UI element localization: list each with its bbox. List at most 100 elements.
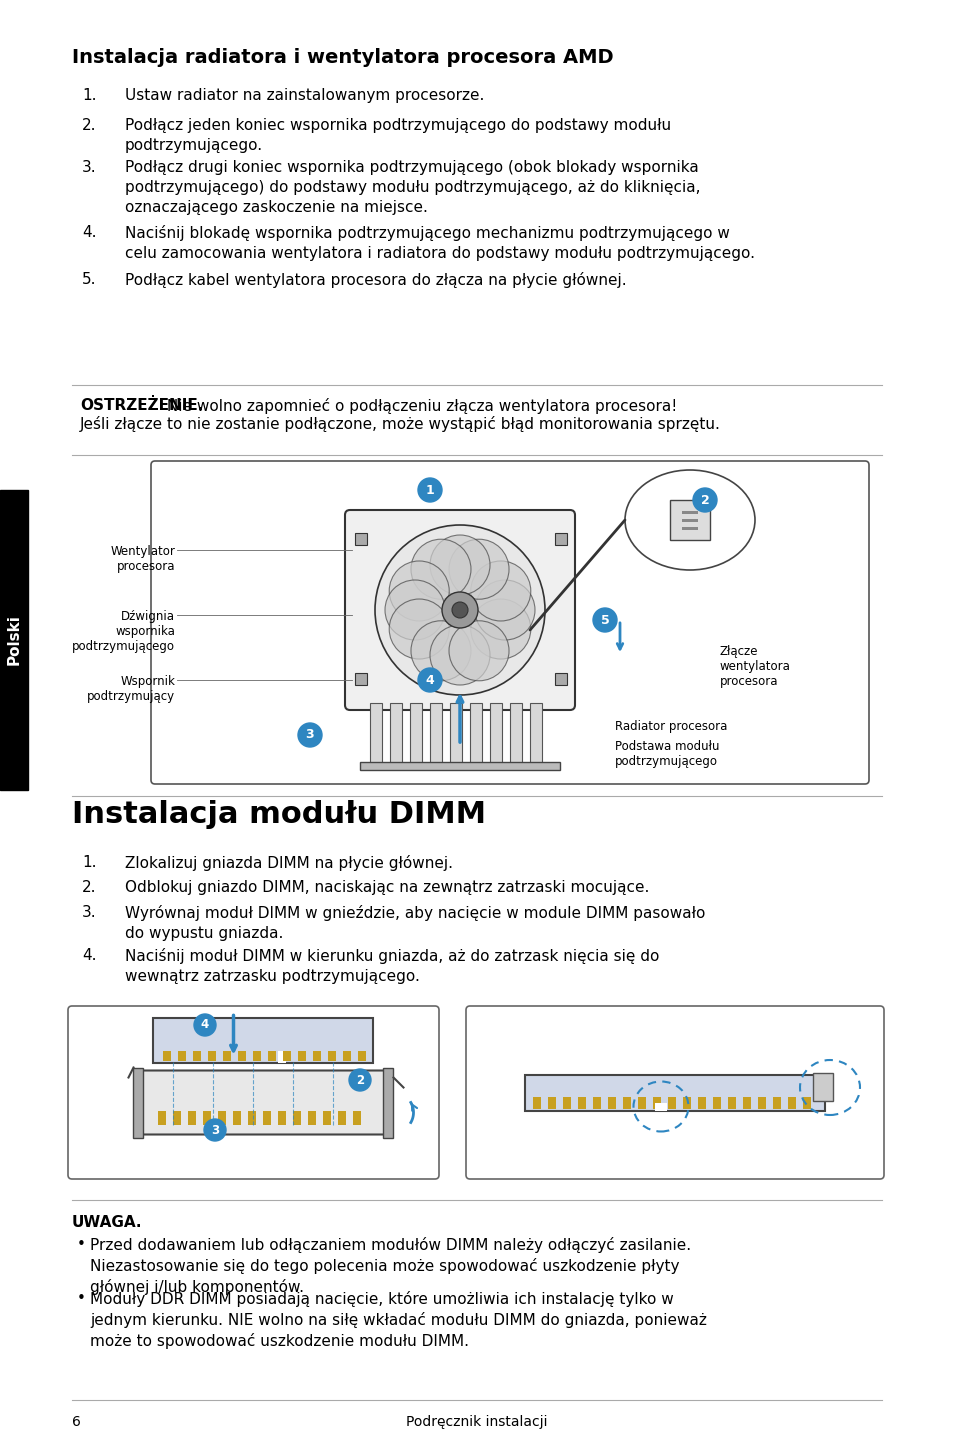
Bar [562, 1097, 571, 1109]
Text: Moduły DDR DIMM posiadają nacięcie, które umożliwia ich instalację tylko w
jedny: Moduły DDR DIMM posiadają nacięcie, któr… [90, 1291, 706, 1349]
Bar [278, 1051, 286, 1063]
Bar [355, 533, 367, 545]
Bar [533, 1097, 540, 1109]
Text: Podręcznik instalacji: Podręcznik instalacji [406, 1415, 547, 1429]
Bar [189, 1110, 196, 1125]
Text: 4: 4 [201, 1018, 209, 1031]
Text: 4: 4 [425, 673, 434, 686]
Bar [450, 703, 461, 765]
Text: Podstawa modułu
podtrzymującego: Podstawa modułu podtrzymującego [615, 741, 719, 768]
Ellipse shape [624, 470, 754, 569]
Bar [812, 1073, 832, 1100]
Text: 2.: 2. [82, 880, 96, 894]
Bar [294, 1110, 301, 1125]
Text: Przed dodawaniem lub odłączaniem modułów DIMM należy odłączyć zasilanie.
Niezast: Przed dodawaniem lub odłączaniem modułów… [90, 1237, 690, 1296]
Bar [593, 1097, 600, 1109]
Text: Wentylator
procesora: Wentylator procesora [110, 545, 174, 572]
Bar [390, 703, 401, 765]
Circle shape [389, 600, 449, 659]
Bar [343, 1051, 351, 1060]
Text: OSTRZEŻENIE.: OSTRZEŻENIE. [80, 398, 203, 413]
Bar [787, 1097, 795, 1109]
Bar [669, 500, 709, 541]
Bar [238, 1051, 246, 1060]
Bar [430, 703, 441, 765]
Bar [359, 762, 559, 769]
Text: Nie wolno zapomnieć o podłączeniu złącza wentylatora procesora!: Nie wolno zapomnieć o podłączeniu złącza… [162, 398, 677, 414]
Bar [758, 1097, 765, 1109]
Bar [355, 673, 367, 684]
Text: 5.: 5. [82, 272, 96, 288]
Bar [530, 703, 541, 765]
Text: Instalacja modułu DIMM: Instalacja modułu DIMM [71, 800, 486, 828]
Bar [203, 1110, 212, 1125]
Bar [681, 519, 698, 522]
Text: 3: 3 [211, 1123, 219, 1136]
Bar [209, 1051, 216, 1060]
Text: Jeśli złącze to nie zostanie podłączone, może wystąpić błąd monitorowania sprzęt: Jeśli złącze to nie zostanie podłączone,… [80, 416, 720, 431]
Bar [727, 1097, 735, 1109]
Text: 2.: 2. [82, 118, 96, 132]
Text: •: • [77, 1237, 86, 1252]
Text: Dźwignia
wspornika
podtrzymującego: Dźwignia wspornika podtrzymującego [71, 610, 174, 653]
Text: Naciśnij blokadę wspornika podtrzymującego mechanizmu podtrzymującego w
celu zam: Naciśnij blokadę wspornika podtrzymujące… [125, 224, 754, 260]
Text: 1: 1 [425, 483, 434, 496]
Circle shape [193, 1014, 215, 1035]
Bar [163, 1051, 172, 1060]
Text: Podłącz drugi koniec wspornika podtrzymującego (obok blokady wspornika
podtrzymu: Podłącz drugi koniec wspornika podtrzymu… [125, 160, 700, 214]
Bar [323, 1110, 331, 1125]
Text: 3.: 3. [82, 905, 96, 920]
Text: Naciśnij moduł DIMM w kierunku gniazda, aż do zatrzask nięcia się do
wewnątrz za: Naciśnij moduł DIMM w kierunku gniazda, … [125, 948, 659, 984]
FancyBboxPatch shape [68, 1007, 438, 1179]
Text: Zlokalizuj gniazda DIMM na płycie głównej.: Zlokalizuj gniazda DIMM na płycie główne… [125, 856, 453, 871]
Bar [578, 1097, 585, 1109]
Bar [370, 703, 381, 765]
Bar [712, 1097, 720, 1109]
Bar [0, 490, 28, 789]
Bar [268, 1051, 276, 1060]
Text: 1.: 1. [82, 856, 96, 870]
Bar [283, 1051, 292, 1060]
Text: 4.: 4. [82, 948, 96, 963]
Text: Podłącz jeden koniec wspornika podtrzymującego do podstawy modułu
podtrzymująceg: Podłącz jeden koniec wspornika podtrzymu… [125, 118, 670, 152]
Text: 3: 3 [305, 729, 314, 742]
FancyBboxPatch shape [141, 1070, 385, 1135]
Text: Odblokuj gniazdo DIMM, naciskając na zewnątrz zatrzaski mocujące.: Odblokuj gniazdo DIMM, naciskając na zew… [125, 880, 649, 894]
Circle shape [297, 723, 322, 746]
Bar [314, 1051, 321, 1060]
Bar [681, 510, 698, 513]
Circle shape [470, 600, 530, 659]
Polygon shape [133, 1067, 143, 1137]
Text: Złącze
wentylatora
procesora: Złącze wentylatora procesora [720, 646, 790, 687]
Bar [223, 1051, 232, 1060]
Bar [233, 1110, 241, 1125]
Bar [681, 526, 698, 531]
Bar [490, 703, 501, 765]
Bar [410, 703, 421, 765]
Circle shape [417, 477, 441, 502]
Text: 6: 6 [71, 1415, 81, 1429]
Text: 3.: 3. [82, 160, 96, 175]
Bar [193, 1051, 201, 1060]
Circle shape [593, 608, 617, 631]
Bar [510, 703, 521, 765]
FancyBboxPatch shape [345, 510, 575, 710]
Text: Ustaw radiator na zainstalowanym procesorze.: Ustaw radiator na zainstalowanym proceso… [125, 88, 484, 104]
Bar [667, 1097, 676, 1109]
Bar [308, 1110, 316, 1125]
Circle shape [389, 561, 449, 621]
Bar [248, 1110, 256, 1125]
Bar [354, 1110, 361, 1125]
Circle shape [430, 626, 490, 684]
Circle shape [430, 535, 490, 595]
Text: Polski: Polski [7, 614, 22, 666]
Bar [178, 1051, 186, 1060]
Bar [173, 1110, 181, 1125]
Text: 4.: 4. [82, 224, 96, 240]
Circle shape [385, 580, 444, 640]
Circle shape [411, 621, 471, 680]
Bar [328, 1051, 336, 1060]
Bar [263, 1110, 272, 1125]
Circle shape [441, 592, 477, 628]
Text: 2: 2 [355, 1074, 364, 1087]
